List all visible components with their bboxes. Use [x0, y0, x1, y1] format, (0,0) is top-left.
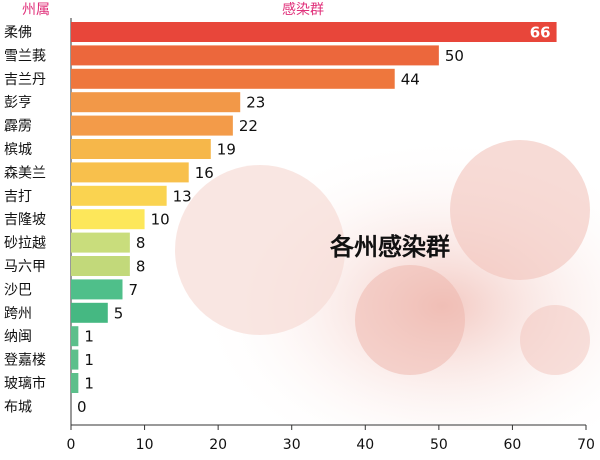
- bar: [71, 256, 130, 276]
- bar: [71, 373, 79, 393]
- bar: [71, 115, 233, 136]
- x-tick-label: 50: [430, 437, 448, 453]
- y-tick-label: 吉打: [4, 188, 32, 205]
- bar: [71, 326, 79, 347]
- y-tick-label: 吉兰丹: [4, 72, 46, 88]
- x-tick-label: 20: [209, 437, 227, 453]
- bar: [71, 92, 241, 113]
- value-label: 1: [84, 375, 94, 393]
- y-tick-label: 登嘉楼: [4, 353, 46, 369]
- bar: [71, 185, 167, 206]
- y-tick-label: 玻璃市: [4, 375, 46, 392]
- value-label: 8: [136, 258, 146, 276]
- bar: [71, 279, 123, 300]
- y-tick-label: 霹雳: [4, 119, 32, 135]
- x-tick-label: 30: [283, 437, 301, 453]
- y-axis-label: 州属: [22, 2, 50, 18]
- chart-title: 各州感染群: [329, 233, 450, 261]
- bar: [71, 22, 557, 42]
- value-label: 16: [195, 164, 214, 182]
- value-label: 13: [173, 187, 192, 205]
- value-label: 5: [114, 304, 124, 322]
- x-tick-label: 40: [356, 437, 374, 453]
- bar: [71, 45, 439, 66]
- value-label: 0: [77, 398, 87, 416]
- y-tick-label: 槟城: [4, 142, 32, 158]
- y-tick-label: 跨州: [4, 306, 32, 322]
- x-tick-label: 70: [577, 437, 595, 453]
- y-tick-label: 吉隆坡: [4, 212, 46, 228]
- value-label: 66: [530, 24, 551, 42]
- y-tick-label: 柔佛: [4, 25, 32, 41]
- value-label: 10: [151, 211, 170, 229]
- x-tick-label: 60: [504, 437, 522, 453]
- bar: [71, 162, 189, 183]
- bar: [71, 232, 130, 253]
- value-label: 50: [445, 47, 464, 65]
- y-tick-label: 沙巴: [4, 282, 32, 298]
- value-label: 19: [217, 141, 236, 159]
- y-tick-label: 彭亨: [4, 94, 32, 111]
- value-label: 22: [239, 117, 258, 135]
- y-tick-label: 布城: [4, 399, 32, 415]
- y-tick-label: 雪兰莪: [4, 48, 46, 64]
- y-tick-label: 砂拉越: [4, 236, 46, 252]
- background-decoration: [150, 120, 600, 430]
- bar: [71, 139, 211, 159]
- value-label: 8: [136, 234, 146, 252]
- value-label: 7: [129, 281, 139, 299]
- x-tick-label: 10: [136, 437, 154, 453]
- bar: [71, 349, 79, 370]
- y-tick-label: 纳闽: [4, 329, 32, 345]
- y-tick-label: 森美兰: [4, 165, 46, 181]
- bar: [71, 68, 395, 89]
- y-tick-label: 马六甲: [4, 259, 46, 275]
- bar: [71, 302, 108, 323]
- value-label: 23: [246, 94, 265, 112]
- value-label: 1: [84, 351, 94, 369]
- x-tick-label: 0: [67, 437, 76, 453]
- x-axis-label: 感染群: [282, 1, 324, 18]
- value-label: 1: [84, 328, 94, 346]
- value-label: 44: [401, 70, 420, 88]
- bar: [71, 209, 145, 230]
